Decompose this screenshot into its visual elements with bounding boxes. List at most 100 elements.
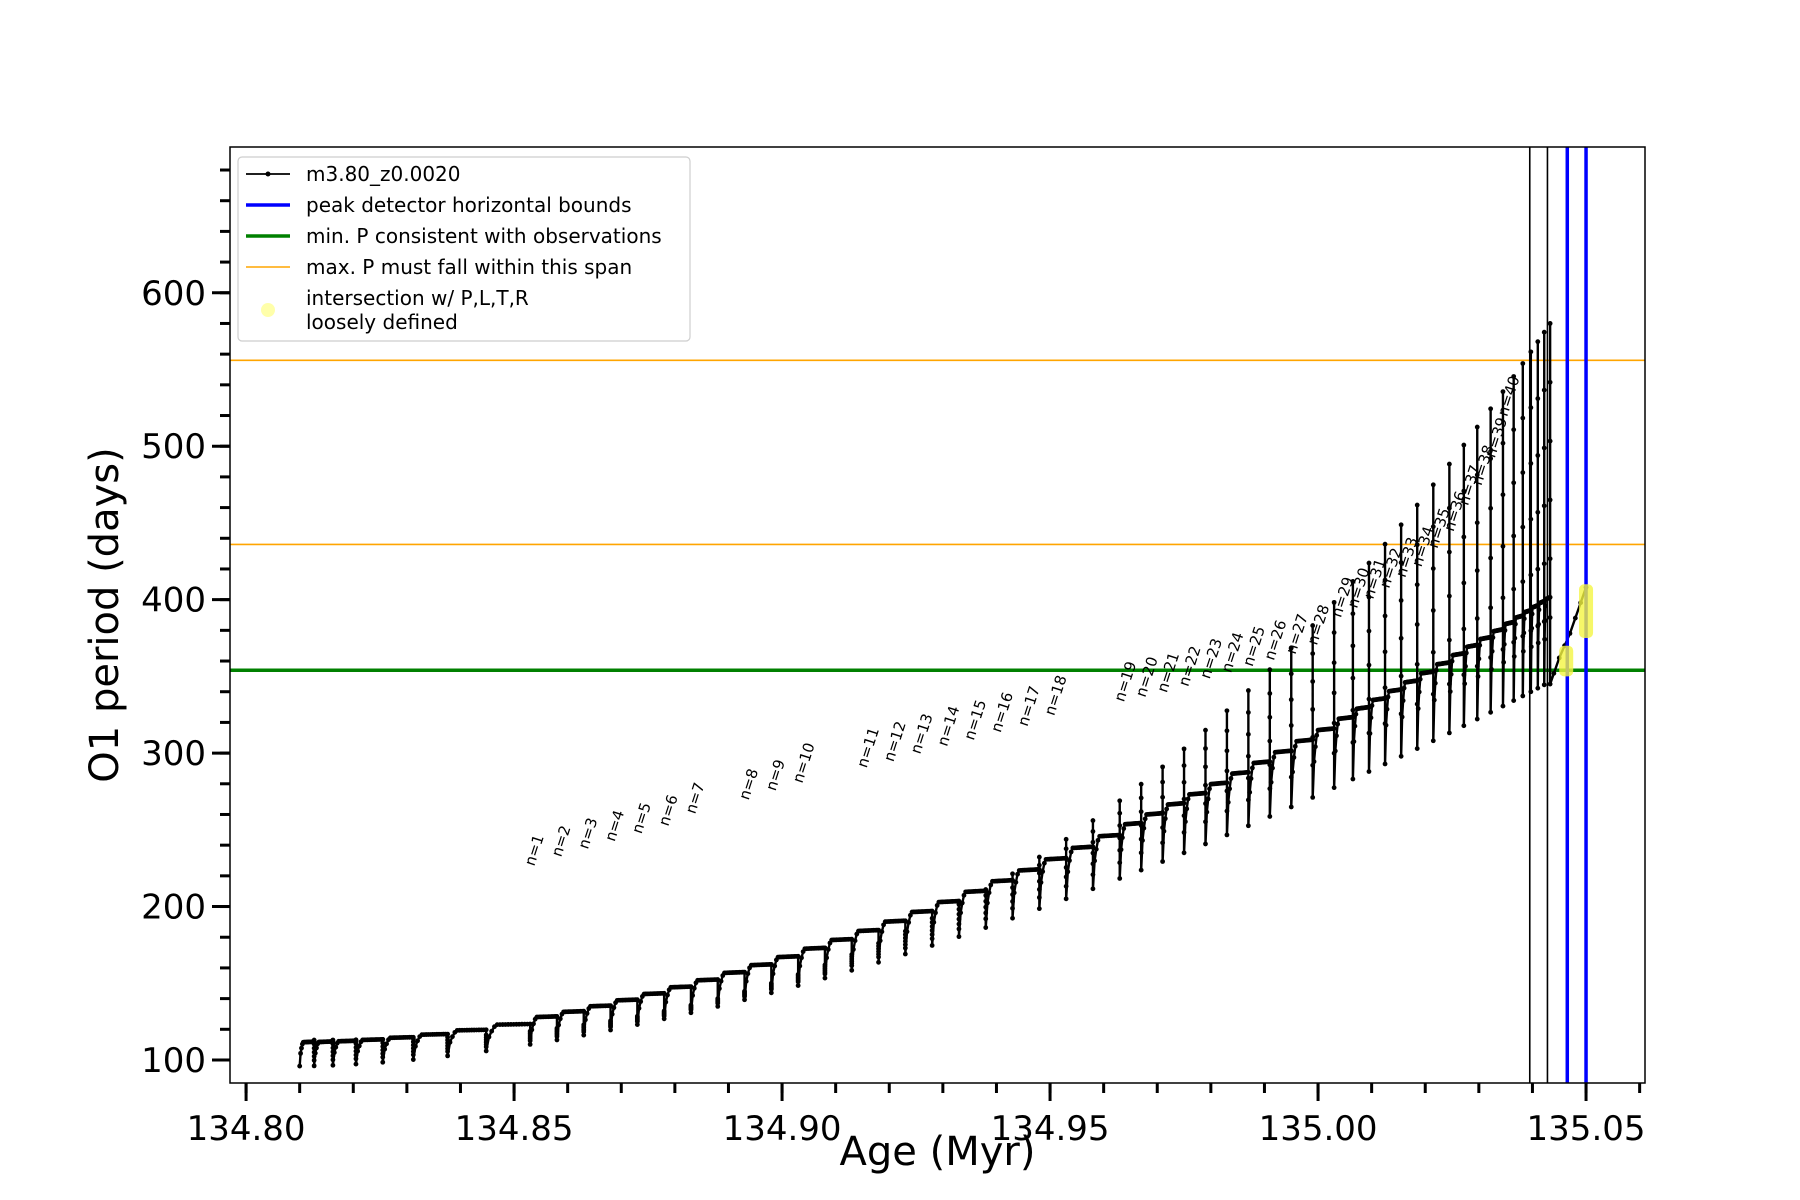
series-marker-1121 bbox=[1474, 663, 1480, 669]
series-marker-1216 bbox=[1520, 470, 1526, 475]
series-marker-506 bbox=[902, 951, 908, 957]
series-marker-459 bbox=[849, 952, 855, 957]
series-marker-900 bbox=[1314, 732, 1320, 738]
series-marker-1099 bbox=[1461, 626, 1467, 632]
y-tick-label-5: 600 bbox=[141, 274, 206, 314]
series-marker-916 bbox=[1331, 690, 1337, 696]
series-marker-664 bbox=[1090, 839, 1096, 845]
series-marker-554 bbox=[959, 900, 965, 906]
series-marker-1218 bbox=[1520, 361, 1526, 366]
series-marker-642 bbox=[1063, 846, 1069, 852]
series-marker-368 bbox=[742, 997, 747, 1003]
series-marker-116 bbox=[413, 1043, 418, 1049]
x-axis-title: Age (Myr) bbox=[840, 1129, 1036, 1175]
series-marker-94 bbox=[384, 1041, 389, 1047]
series-marker-529 bbox=[929, 943, 935, 948]
series-marker-668 bbox=[1092, 858, 1098, 864]
series-marker-1148 bbox=[1488, 456, 1494, 461]
series-marker-961 bbox=[1366, 696, 1372, 702]
y-tick-label-4: 500 bbox=[141, 427, 206, 467]
legend-marker-0 bbox=[265, 171, 271, 177]
series-marker-799 bbox=[1224, 808, 1230, 814]
series-marker-1267 bbox=[1536, 621, 1542, 627]
series-marker-200 bbox=[554, 1014, 560, 1019]
series-marker-1061 bbox=[1433, 667, 1439, 673]
series-marker-117 bbox=[415, 1038, 420, 1044]
series-marker-919 bbox=[1331, 599, 1337, 605]
series-marker-808 bbox=[1228, 776, 1234, 781]
series-marker-641 bbox=[1063, 855, 1069, 861]
series-marker-944 bbox=[1351, 739, 1357, 744]
series-marker-845 bbox=[1267, 786, 1273, 792]
series-marker-1260 bbox=[1535, 566, 1541, 572]
series-marker-530 bbox=[931, 919, 937, 925]
series-marker-781 bbox=[1203, 727, 1208, 733]
series-marker-595 bbox=[1010, 885, 1015, 891]
series-marker-161 bbox=[483, 1048, 489, 1054]
series-marker-988 bbox=[1382, 541, 1388, 547]
series-marker-922 bbox=[1334, 733, 1339, 739]
series-marker-139 bbox=[447, 1039, 453, 1045]
series-marker-850 bbox=[1267, 667, 1273, 673]
series-marker-1217 bbox=[1520, 415, 1526, 421]
series-marker-46 bbox=[330, 1062, 336, 1068]
series-marker-1221 bbox=[1521, 630, 1527, 636]
series-marker-1013 bbox=[1399, 714, 1405, 720]
series-marker-1129 bbox=[1476, 656, 1482, 662]
series-marker-1220 bbox=[1520, 648, 1526, 654]
series-marker-1029 bbox=[1414, 701, 1420, 707]
series-marker-730 bbox=[1160, 840, 1166, 846]
series-marker-1075 bbox=[1446, 681, 1452, 687]
series-marker-573 bbox=[983, 893, 989, 898]
series-marker-687 bbox=[1117, 823, 1123, 828]
series-marker-1125 bbox=[1474, 472, 1480, 478]
series-marker-599 bbox=[1011, 890, 1017, 896]
series-marker-592 bbox=[1010, 905, 1015, 911]
series-marker-1052 bbox=[1430, 691, 1436, 697]
series-marker-154 bbox=[483, 1027, 489, 1033]
series-marker-1310 bbox=[1547, 321, 1553, 326]
series-marker-619 bbox=[1036, 862, 1042, 868]
series-marker-828 bbox=[1245, 823, 1251, 829]
series-marker-782 bbox=[1203, 841, 1208, 847]
series-marker-638 bbox=[1063, 883, 1069, 889]
series-marker-759 bbox=[1181, 850, 1187, 856]
series-marker-804 bbox=[1224, 708, 1230, 714]
series-marker-64 bbox=[353, 1052, 359, 1058]
series-marker-1309 bbox=[1547, 379, 1553, 385]
series-marker-301 bbox=[665, 992, 670, 998]
series-marker-1105 bbox=[1462, 681, 1468, 687]
series-marker-1057 bbox=[1430, 482, 1436, 488]
series-marker-737 bbox=[1161, 828, 1167, 834]
series-marker-1144 bbox=[1488, 655, 1494, 660]
series-marker-577 bbox=[986, 890, 992, 896]
series-marker-852 bbox=[1268, 779, 1274, 785]
series-marker-1263 bbox=[1535, 396, 1541, 401]
series-marker-1168 bbox=[1500, 595, 1506, 601]
series-marker-575 bbox=[983, 925, 989, 930]
series-marker-1174 bbox=[1501, 659, 1507, 665]
series-marker-1152 bbox=[1489, 648, 1495, 654]
series-marker-68 bbox=[353, 1037, 359, 1043]
series-marker-1035 bbox=[1414, 746, 1420, 751]
series-marker-0 bbox=[297, 1063, 303, 1069]
series-marker-778 bbox=[1203, 782, 1208, 788]
series-marker-670 bbox=[1095, 837, 1101, 843]
series-marker-1012 bbox=[1398, 753, 1404, 759]
series-marker-710 bbox=[1138, 809, 1144, 815]
series-marker-623 bbox=[1040, 869, 1046, 874]
series-marker-570 bbox=[983, 910, 989, 916]
series-marker-1007 bbox=[1398, 673, 1404, 679]
series-marker-1080 bbox=[1446, 461, 1452, 467]
series-marker-569 bbox=[983, 916, 989, 922]
series-marker-252 bbox=[608, 1018, 613, 1024]
series-marker-547 bbox=[956, 921, 962, 927]
series-marker-620 bbox=[1036, 854, 1042, 860]
series-marker-939 bbox=[1350, 675, 1356, 681]
series-marker-1262 bbox=[1535, 453, 1541, 458]
series-marker-1124 bbox=[1474, 520, 1480, 526]
series-marker-716 bbox=[1142, 816, 1148, 822]
series-marker-895 bbox=[1310, 651, 1316, 656]
x-tick-label-5: 135.05 bbox=[1527, 1109, 1646, 1149]
